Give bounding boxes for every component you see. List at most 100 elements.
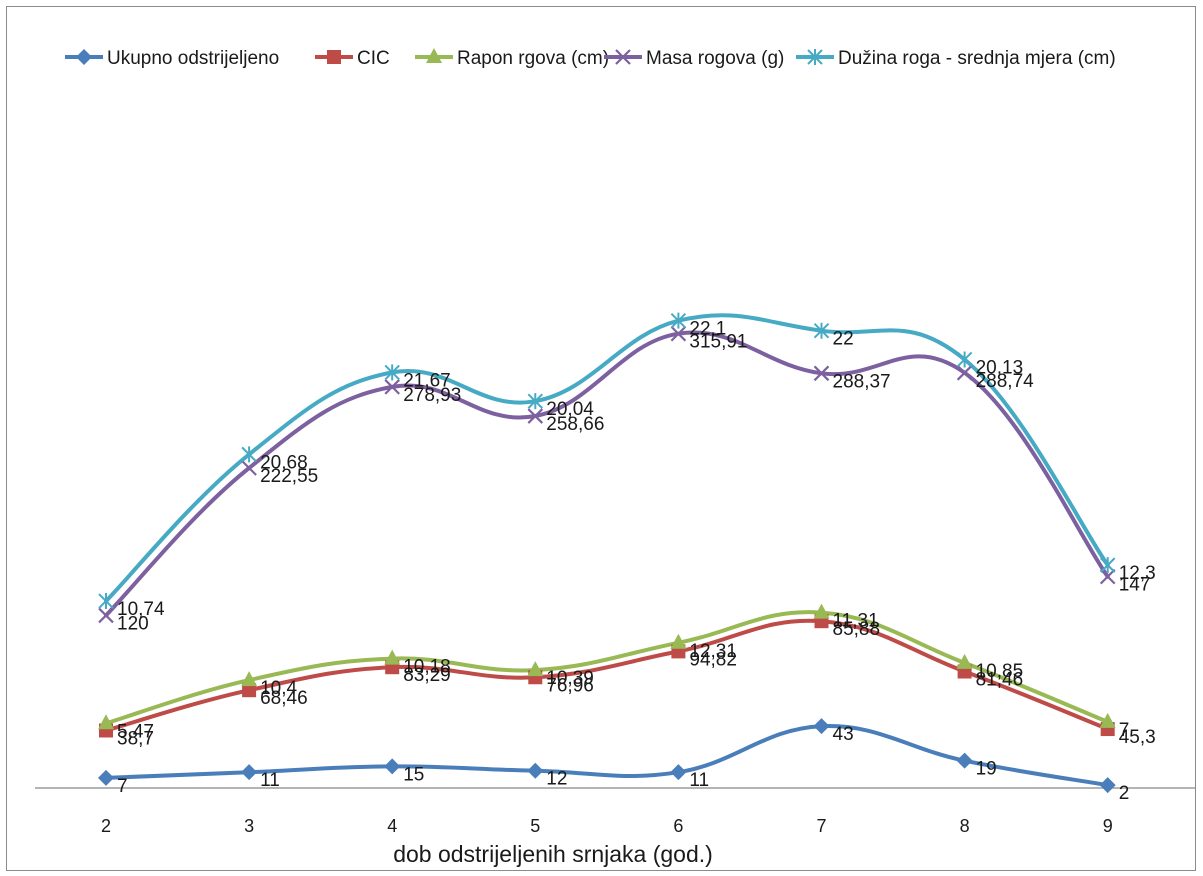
x-tick-label: 5 bbox=[530, 816, 540, 836]
legend-label: Masa rogova (g) bbox=[646, 48, 784, 69]
data-point bbox=[670, 312, 687, 329]
data-label: 10,74 bbox=[117, 599, 165, 620]
data-label: 43 bbox=[833, 724, 854, 745]
data-label: 20,68 bbox=[260, 452, 308, 473]
data-label: 38,7 bbox=[117, 728, 154, 749]
data-label: 2 bbox=[1119, 783, 1130, 804]
data-point bbox=[527, 408, 544, 424]
legend-marker bbox=[76, 49, 92, 65]
x-tick-label: 6 bbox=[673, 816, 683, 836]
data-point bbox=[813, 718, 830, 735]
legend: Ukupno odstrijeljeno CIC Rapon rgova (cm) M… bbox=[65, 48, 1116, 69]
legend-marker bbox=[426, 48, 442, 63]
data-label: 11 bbox=[260, 770, 280, 791]
series-line bbox=[104, 313, 1110, 604]
data-point bbox=[670, 764, 687, 781]
x-axis-title: dob odstrijeljenih srnjaka (god.) bbox=[393, 841, 713, 867]
data-point bbox=[1099, 777, 1116, 794]
legend-label: Rapon rgova (cm) bbox=[457, 48, 609, 69]
legend-marker bbox=[615, 49, 631, 65]
x-tick-label: 7 bbox=[816, 816, 826, 836]
legend-item: Ukupno odstrijeljeno bbox=[65, 48, 279, 69]
data-label: 12 bbox=[546, 769, 567, 790]
data-label: 278,93 bbox=[403, 385, 461, 406]
data-label: 12,3 bbox=[1119, 563, 1156, 584]
data-point bbox=[98, 714, 114, 730]
data-point bbox=[1099, 712, 1116, 728]
data-point bbox=[98, 593, 114, 610]
data-label: 68,46 bbox=[260, 688, 308, 709]
data-label: 85,88 bbox=[833, 619, 881, 640]
data-label: 20,13 bbox=[976, 357, 1024, 378]
legend-marker bbox=[807, 49, 823, 65]
legend-item: Masa rogova (g) bbox=[604, 48, 784, 69]
data-label: 45,3 bbox=[1119, 727, 1156, 748]
data-label: 10,39 bbox=[546, 668, 594, 689]
data-label: 258,66 bbox=[546, 414, 604, 435]
data-point bbox=[241, 671, 258, 687]
data-point bbox=[384, 649, 401, 665]
data-label: 7 bbox=[117, 776, 128, 797]
data-label: 10,18 bbox=[403, 657, 451, 678]
data-point bbox=[813, 365, 830, 382]
data-label: 21,67 bbox=[403, 370, 451, 391]
data-label: 19 bbox=[976, 759, 997, 780]
data-label: 10,85 bbox=[976, 661, 1024, 682]
markers bbox=[98, 312, 1116, 794]
data-point bbox=[241, 764, 258, 781]
data-point bbox=[384, 364, 400, 381]
data-label: 12,31 bbox=[689, 641, 737, 662]
x-tick-label: 3 bbox=[244, 816, 254, 836]
data-label: 120 bbox=[117, 613, 149, 634]
data-point bbox=[527, 762, 544, 779]
data-labels: 7 11 15 12 11 43 19 2 38,7 68,46 83,29 76,96 94,82 85… bbox=[117, 319, 1156, 804]
data-point bbox=[670, 325, 687, 342]
legend-label: Ukupno odstrijeljeno bbox=[107, 48, 279, 69]
series-line bbox=[104, 618, 1110, 733]
x-tick-label: 8 bbox=[960, 816, 970, 836]
legend-item: Dužina roga - srednja mjera (cm) bbox=[796, 48, 1116, 69]
data-point bbox=[98, 769, 114, 786]
legend-label: CIC bbox=[357, 48, 390, 69]
data-label: 22,1 bbox=[689, 319, 726, 340]
x-tick-label: 2 bbox=[101, 816, 111, 836]
legend-label: Dužina roga - srednja mjera (cm) bbox=[838, 48, 1116, 69]
data-label: 94,82 bbox=[689, 649, 737, 670]
data-label: 10,4 bbox=[260, 678, 297, 699]
data-point bbox=[956, 752, 973, 769]
data-label: 20,04 bbox=[546, 399, 594, 420]
chart-frame bbox=[6, 6, 1196, 871]
data-label: 7 bbox=[1119, 720, 1130, 741]
data-label: 22 bbox=[833, 329, 854, 350]
series-lines bbox=[104, 313, 1110, 788]
data-label: 315,91 bbox=[689, 332, 747, 353]
legend-marker bbox=[327, 50, 341, 64]
data-label: 11,31 bbox=[833, 611, 879, 632]
data-label: 11 bbox=[689, 770, 709, 791]
data-label: 83,29 bbox=[403, 665, 451, 686]
data-point bbox=[813, 603, 830, 619]
data-point bbox=[384, 379, 400, 395]
data-label: 288,37 bbox=[833, 371, 891, 392]
x-tick-label: 9 bbox=[1103, 816, 1113, 836]
data-point bbox=[527, 661, 544, 677]
data-point bbox=[242, 683, 257, 698]
x-tick-label: 4 bbox=[387, 816, 397, 836]
data-point bbox=[670, 633, 687, 649]
x-axis: 2 3 4 5 6 7 8 9 bbox=[35, 787, 1196, 836]
data-label: 147 bbox=[1119, 575, 1151, 596]
data-point bbox=[956, 653, 973, 669]
data-point bbox=[956, 365, 973, 381]
series-line bbox=[104, 724, 1110, 788]
data-point bbox=[813, 322, 830, 339]
data-point bbox=[241, 446, 257, 463]
data-label: 81,46 bbox=[976, 670, 1024, 691]
data-label: 76,96 bbox=[546, 675, 594, 696]
legend-item: CIC bbox=[315, 48, 390, 69]
data-point bbox=[956, 351, 973, 368]
data-point bbox=[384, 758, 401, 775]
data-label: 15 bbox=[403, 764, 424, 785]
data-label: 222,55 bbox=[260, 466, 318, 487]
data-label: 5,47 bbox=[117, 721, 154, 742]
